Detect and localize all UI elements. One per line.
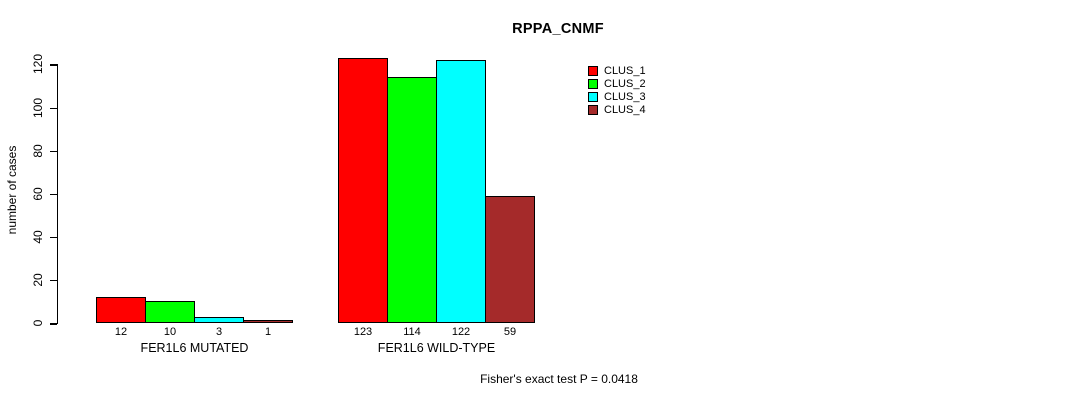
bar-clus_4-group-1 (243, 320, 293, 323)
bar-clus_2-group-2 (387, 77, 437, 323)
group-label-2: FER1L6 WILD-TYPE (377, 341, 496, 355)
legend-label: CLUS_2 (604, 77, 646, 90)
y-tick-label: 100 (31, 97, 45, 118)
bar-clus_4-group-2 (485, 196, 535, 323)
fisher-test-annotation: Fisher's exact test P = 0.0418 (480, 372, 638, 386)
y-tick-mark (49, 236, 57, 239)
y-tick-mark (49, 193, 57, 196)
y-tick-label: 60 (31, 187, 45, 201)
y-tick-label: 20 (31, 273, 45, 287)
y-tick-label: 80 (31, 143, 45, 158)
bar-value-label: 12 (114, 326, 128, 338)
y-tick-mark (49, 323, 57, 325)
bar-value-label: 10 (163, 326, 177, 338)
y-tick-mark (49, 64, 57, 66)
y-tick-label: 120 (31, 54, 45, 75)
legend-swatch-clus_1 (588, 66, 598, 76)
legend-item-clus_3: CLUS_3 (588, 90, 646, 103)
legend-item-clus_2: CLUS_2 (588, 77, 646, 90)
y-axis-line (56, 64, 58, 325)
chart-title: RPPA_CNMF (512, 21, 604, 37)
legend-swatch-clus_3 (588, 92, 598, 102)
bar-value-label: 114 (403, 326, 421, 338)
legend-label: CLUS_4 (604, 103, 646, 116)
y-tick-label: 40 (31, 230, 45, 244)
y-axis-label: number of cases (5, 145, 19, 235)
bar-value-label: 122 (451, 326, 471, 338)
bar-value-label: 1 (264, 326, 272, 338)
legend-swatch-clus_4 (588, 105, 598, 115)
y-tick-label: 0 (31, 319, 45, 327)
bar-clus_1-group-2 (338, 58, 388, 323)
y-tick-mark (49, 150, 57, 153)
bar-clus_3-group-1 (194, 317, 244, 323)
y-tick-mark (49, 107, 57, 109)
legend-item-clus_4: CLUS_4 (588, 103, 646, 116)
legend-label: CLUS_3 (604, 90, 646, 103)
bar-value-label: 3 (215, 326, 223, 338)
bar-value-label: 59 (503, 326, 517, 338)
bar-value-label: 123 (353, 326, 373, 338)
legend-swatch-clus_2 (588, 79, 598, 89)
bar-clus_2-group-1 (145, 301, 195, 323)
legend: CLUS_1 CLUS_2 CLUS_3 CLUS_4 (588, 64, 646, 118)
group-label-1: FER1L6 MUTATED (140, 341, 249, 355)
bar-clus_1-group-1 (96, 297, 146, 323)
y-tick-mark (49, 279, 57, 282)
legend-item-clus_1: CLUS_1 (588, 64, 646, 77)
bar-clus_3-group-2 (436, 60, 486, 323)
legend-label: CLUS_1 (604, 64, 646, 77)
